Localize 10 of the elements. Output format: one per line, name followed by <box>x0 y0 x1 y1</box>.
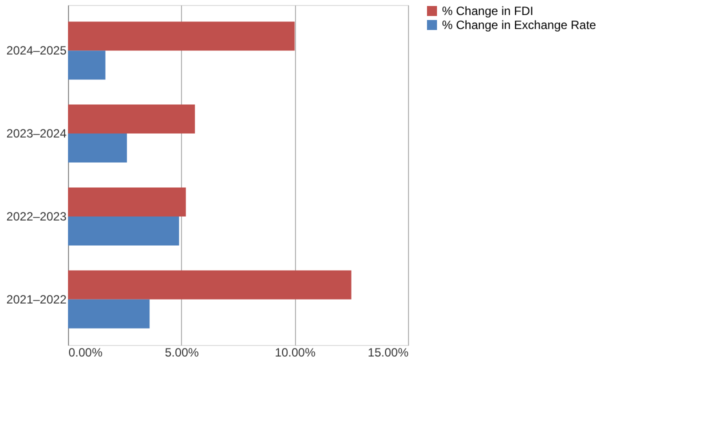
x-tick-label: 0.00% <box>68 346 103 360</box>
x-tick-label: 15.00% <box>368 346 409 360</box>
legend-label: % Change in FDI <box>442 4 534 18</box>
x-tick-label: 5.00% <box>164 346 200 360</box>
y-tick-label: 2024–2025 <box>6 44 67 58</box>
x-tick-label: 10.00% <box>274 346 316 360</box>
y-tick-label: 2023–2024 <box>6 126 67 141</box>
y-tick-label: 2022–2023 <box>6 209 67 224</box>
y-tick-label: 2021–2022 <box>6 292 67 306</box>
legend-label: % Change in Exchange Rate <box>442 18 596 32</box>
